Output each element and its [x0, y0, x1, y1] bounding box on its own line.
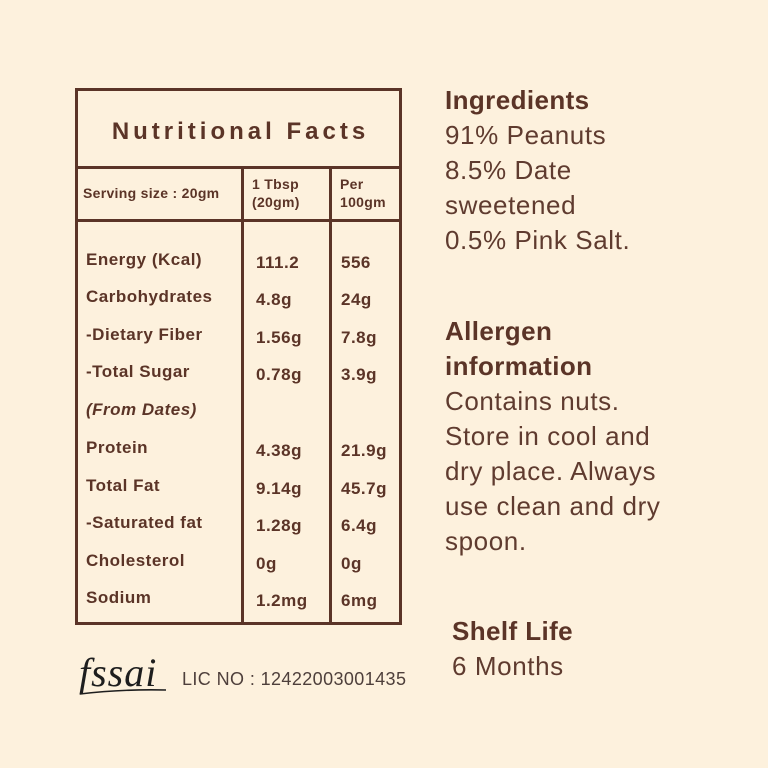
- license-number: LIC NO : 12422003001435: [182, 669, 407, 689]
- per-serving-value: 111.2: [256, 253, 300, 272]
- allergen-line: Store in cool and: [445, 421, 651, 451]
- nutrient-label: -Saturated fat: [86, 513, 203, 532]
- per-serving-header-line: 1 Tbsp: [252, 176, 299, 192]
- per-serving-value: 1.28g: [256, 516, 302, 535]
- fssai-logo-underline: [79, 689, 167, 695]
- column-divider-2: [329, 167, 332, 625]
- per-serving-value: 1.2mg: [256, 591, 308, 610]
- table-row: (From Dates): [75, 399, 402, 421]
- table-row: Sodium 1.2mg 6mg: [75, 587, 402, 610]
- nutrient-label: -Dietary Fiber: [86, 325, 203, 344]
- nutrient-note: (From Dates): [86, 400, 197, 419]
- allergen-line: use clean and dry: [445, 491, 661, 521]
- allergen-section: Allergen information Contains nuts. Stor…: [445, 314, 660, 559]
- ingredient-line: sweetened: [445, 190, 577, 220]
- table-row: Protein 4.38g 21.9g: [75, 437, 402, 460]
- per-100g-value: 21.9g: [341, 441, 387, 460]
- nutrient-label: -Total Sugar: [86, 362, 190, 381]
- ingredients-section: Ingredients 91% Peanuts 8.5% Date sweete…: [445, 83, 630, 258]
- nutrient-label: Total Fat: [86, 476, 161, 495]
- fssai-logo-text: fssai: [79, 650, 157, 695]
- per-serving-value: 9.14g: [256, 479, 302, 498]
- per-100g-value: 0g: [341, 554, 362, 573]
- header-divider: [75, 219, 402, 222]
- allergen-line: Contains nuts.: [445, 386, 620, 416]
- per-serving-value: 4.38g: [256, 441, 302, 460]
- table-row: Cholesterol 0g 0g: [75, 550, 402, 573]
- per-100g-value: 6mg: [341, 591, 378, 610]
- table-row: Carbohydrates 4.8g 24g: [75, 286, 402, 309]
- fssai-logo-icon: fssai: [79, 650, 167, 695]
- ingredients-heading: Ingredients: [445, 85, 590, 115]
- per-serving-value: 0g: [256, 554, 277, 573]
- per-100g-value: 6.4g: [341, 516, 378, 535]
- table-row: -Total Sugar 0.78g 3.9g: [75, 361, 402, 384]
- ingredient-line: 8.5% Date: [445, 155, 572, 185]
- column-divider-1: [241, 167, 244, 625]
- per-100g-value: 45.7g: [341, 479, 387, 498]
- per-100g-header-line: Per: [340, 176, 364, 192]
- ingredient-line: 0.5% Pink Salt.: [445, 225, 631, 255]
- table-row: -Saturated fat 1.28g 6.4g: [75, 512, 402, 535]
- nutrient-label: Carbohydrates: [86, 287, 213, 306]
- per-serving-value: 0.78g: [256, 365, 302, 384]
- table-row: Total Fat 9.14g 45.7g: [75, 475, 402, 498]
- table-row: Energy (Kcal) 111.2 556: [75, 249, 402, 272]
- table-row: -Dietary Fiber 1.56g 7.8g: [75, 324, 402, 347]
- per-100g-value: 7.8g: [341, 328, 378, 347]
- allergen-line: spoon.: [445, 526, 527, 556]
- per-100g-header-line: 100gm: [340, 194, 386, 210]
- per-100g-value: 556: [341, 253, 371, 272]
- ingredient-line: 91% Peanuts: [445, 120, 607, 150]
- nutrition-facts-table: Nutritional Facts Serving size : 20gm 1 …: [75, 88, 402, 625]
- per-serving-header: 1 Tbsp (20gm): [252, 175, 300, 211]
- nutrient-label: Sodium: [86, 588, 152, 607]
- per-100g-value: 24g: [341, 290, 372, 309]
- per-100g-value: 3.9g: [341, 365, 378, 384]
- per-serving-value: 4.8g: [256, 290, 293, 309]
- shelf-life-value: 6 Months: [452, 651, 564, 681]
- serving-size-header: Serving size : 20gm: [83, 185, 220, 201]
- title-divider: [75, 166, 402, 169]
- nutrient-label: Energy (Kcal): [86, 250, 203, 269]
- per-serving-header-line: (20gm): [252, 194, 300, 210]
- allergen-heading: Allergen information: [445, 316, 593, 381]
- per-serving-value: 1.56g: [256, 328, 302, 347]
- allergen-line: dry place. Always: [445, 456, 657, 486]
- table-title: Nutritional Facts: [111, 118, 370, 145]
- per-100g-header: Per 100gm: [340, 175, 386, 211]
- shelf-life-heading: Shelf Life: [452, 616, 574, 646]
- nutrient-label: Cholesterol: [86, 551, 186, 570]
- nutrient-label: Protein: [86, 438, 149, 457]
- shelf-life-section: Shelf Life 6 Months: [452, 614, 573, 684]
